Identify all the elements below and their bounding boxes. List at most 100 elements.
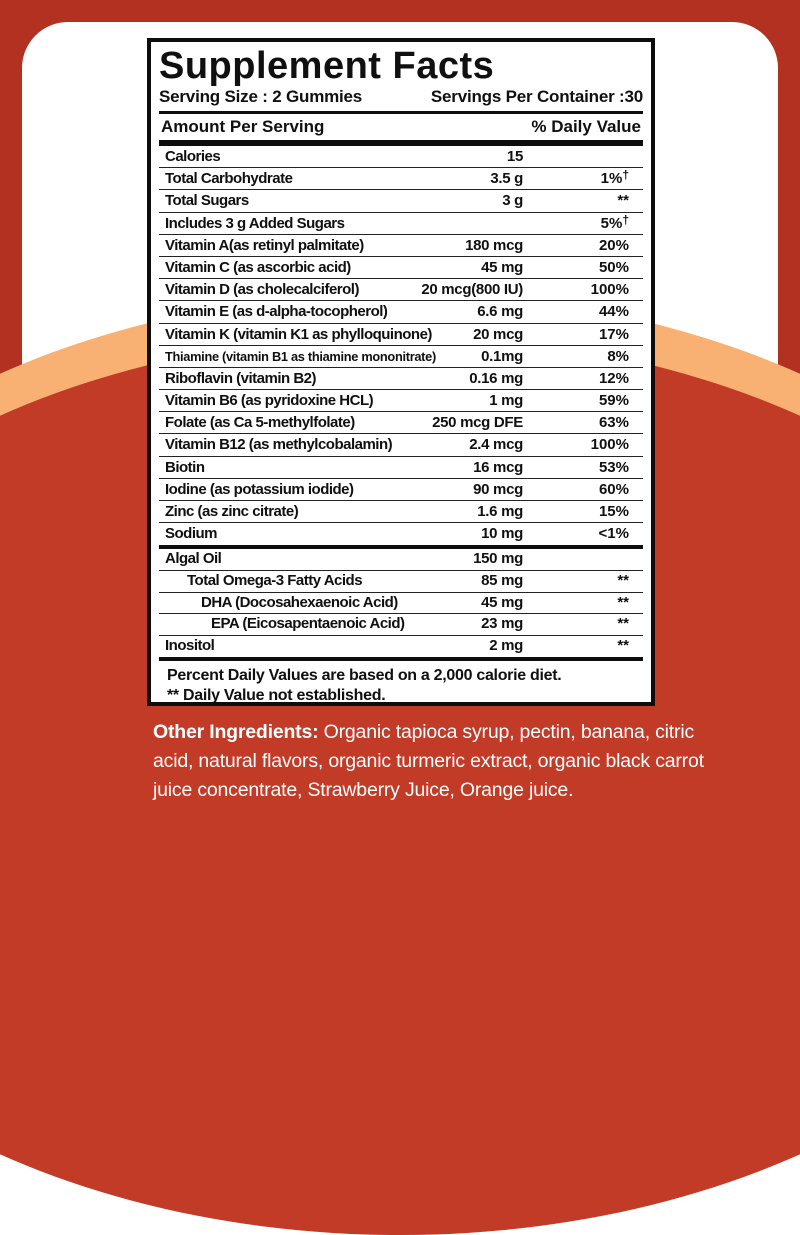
daily-value-text: 53% (598, 458, 629, 476)
daily-value-text: 63% (598, 414, 629, 432)
nutrient-daily-value: 100% (591, 434, 629, 455)
nutrient-daily-value: ** (617, 571, 629, 592)
daily-value-text: 100% (590, 281, 629, 299)
nutrient-amount: 45 mg (481, 258, 523, 276)
nutrient-daily-value: 53% (599, 457, 629, 478)
table-row: Calories 15 (159, 146, 643, 169)
nutrient-daily-value: 15% (599, 501, 629, 522)
nutrient-amount: 20 mcg (473, 325, 523, 343)
table-row: Includes 3 g Added Sugars 5%† (159, 213, 643, 235)
daily-value-text: 17% (598, 325, 629, 343)
daily-value-text: 60% (598, 480, 629, 498)
nutrient-daily-value: 1%† (601, 168, 629, 189)
servings-per-container-label: Servings Per Container :30 (430, 87, 643, 106)
other-ingredients-text: Organic tapioca syrup, pectin, banana, c… (153, 721, 704, 801)
table-row: Inositol 2 mg ** (159, 636, 643, 658)
other-ingredients-label: Other Ingredients: (153, 721, 319, 743)
nutrient-amount: 180 mcg (465, 236, 523, 254)
footnotes-block: Percent Daily Values are based on a 2,00… (159, 661, 643, 706)
table-row: Sodium 10 mg <1% (159, 523, 643, 545)
table-row: Biotin 16 mcg 53% (159, 457, 643, 479)
daily-value-text: <1% (598, 525, 629, 543)
nutrient-amount: 2 mg (489, 636, 523, 654)
nutrient-table-main: Calories 15 Total Carbohydrate 3.5 g 1%†… (159, 146, 643, 545)
nutrient-amount: 45 mg (481, 593, 523, 611)
daily-value-text: 50% (598, 258, 629, 276)
table-row: Folate (as Ca 5-methylfolate) 250 mcg DF… (159, 412, 643, 435)
nutrient-amount: 90 mcg (473, 480, 523, 498)
table-row: Riboflavin (vitamin B2) 0.16 mg 12% (159, 368, 643, 391)
nutrient-name: DHA (Docosahexaenoic Acid) (201, 593, 398, 611)
nutrient-daily-value: ** (617, 636, 629, 657)
table-row: Vitamin C (as ascorbic acid) 45 mg 50% (159, 257, 643, 280)
daily-value-text: 20% (598, 236, 629, 254)
nutrient-daily-value: <1% (599, 523, 629, 544)
table-row: Total Carbohydrate 3.5 g 1%† (159, 168, 643, 191)
nutrient-daily-value: ** (617, 593, 629, 614)
daily-value-text: 5% (600, 214, 623, 232)
table-row: DHA (Docosahexaenoic Acid) 45 mg ** (159, 593, 643, 615)
nutrient-name: Inositol (165, 636, 215, 654)
serving-size-label: Serving Size : 2 Gummies (159, 87, 363, 106)
nutrient-amount: 250 mcg DFE (432, 414, 523, 432)
nutrient-name: EPA (Eicosapentaenoic Acid) (211, 615, 405, 633)
nutrient-name: Vitamin D (as cholecalciferol) (165, 281, 359, 299)
daily-value-text: 59% (598, 392, 629, 410)
nutrient-name: Vitamin A(as retinyl palmitate) (165, 236, 364, 254)
nutrient-daily-value: ** (617, 614, 629, 635)
divider-section (159, 657, 643, 662)
column-header-amount-per-serving: Amount Per Serving (161, 117, 325, 136)
nutrient-name: Calories (165, 148, 221, 165)
daily-value-text: 100% (590, 436, 629, 454)
nutrient-amount: 15 (506, 148, 523, 165)
table-row: Vitamin K (vitamin K1 as phylloquinone) … (159, 324, 643, 346)
table-row: Zinc (as zinc citrate) 1.6 mg 15% (159, 501, 643, 524)
nutrient-name: Includes 3 g Added Sugars (165, 214, 345, 232)
table-row: EPA (Eicosapentaenoic Acid) 23 mg ** (159, 614, 643, 636)
nutrient-name: Vitamin C (as ascorbic acid) (165, 258, 351, 276)
nutrient-name: Sodium (165, 525, 218, 543)
nutrient-name: Vitamin K (vitamin K1 as phylloquinone) (165, 325, 432, 343)
table-row: Iodine (as potassium iodide) 90 mcg 60% (159, 479, 643, 501)
nutrient-table-omega-section: Algal Oil 150 mg Total Omega-3 Fatty Aci… (159, 549, 643, 657)
nutrient-amount: 16 mcg (473, 458, 523, 476)
nutrient-daily-value: 60% (599, 479, 629, 500)
nutrient-name: Folate (as Ca 5-methylfolate) (165, 414, 355, 432)
nutrient-name: Riboflavin (vitamin B2) (165, 369, 317, 387)
daily-value-text: 1% (600, 170, 623, 188)
table-row: Total Sugars 3 g ** (159, 190, 643, 213)
serving-info-row: Serving Size : 2 Gummies Servings Per Co… (159, 86, 643, 108)
nutrient-name: Iodine (as potassium iodide) (165, 480, 354, 498)
nutrient-name: Vitamin B12 (as methylcobalamin) (165, 436, 393, 454)
nutrient-amount: 3 g (502, 192, 523, 210)
footnote-daily-values: Percent Daily Values are based on a 2,00… (167, 667, 562, 685)
daily-value-text: 44% (598, 303, 629, 321)
nutrient-name: Vitamin E (as d-alpha-tocopherol) (165, 303, 388, 321)
nutrient-amount: 10 mg (481, 525, 523, 543)
nutrient-daily-value: 44% (599, 301, 629, 322)
table-row: Thiamine (vitamin B1 as thiamine mononit… (159, 346, 643, 368)
supplement-facts-panel: Supplement Facts Serving Size : 2 Gummie… (147, 38, 655, 706)
nutrient-name: Thiamine (vitamin B1 as thiamine mononit… (165, 348, 436, 364)
nutrient-name: Total Omega-3 Fatty Acids (187, 571, 363, 589)
nutrient-name: Biotin (165, 458, 205, 476)
nutrient-amount: 23 mg (481, 615, 523, 633)
daily-value-text: 8% (607, 347, 629, 365)
nutrient-amount: 20 mcg(800 IU) (421, 281, 523, 299)
nutrient-amount: 0.1mg (481, 347, 523, 365)
table-header-row: Amount Per Serving % Daily Value (159, 114, 643, 140)
daily-value-text: ** (617, 636, 629, 654)
nutrient-daily-value: ** (617, 190, 629, 211)
dagger-marker: † (622, 212, 629, 227)
nutrient-amount: 2.4 mcg (469, 436, 523, 454)
divider-thick (159, 140, 643, 146)
nutrient-daily-value: 100% (591, 279, 629, 300)
nutrient-daily-value: 17% (599, 324, 629, 345)
nutrient-name: Total Sugars (165, 192, 249, 210)
nutrient-amount: 150 mg (473, 550, 523, 568)
footnote-dv-not-established: ** Daily Value not established. (167, 687, 386, 705)
nutrient-name: Total Carbohydrate (165, 170, 293, 188)
table-row: Vitamin A(as retinyl palmitate) 180 mcg … (159, 235, 643, 257)
supplement-facts-title: Supplement Facts (159, 45, 495, 87)
nutrient-amount: 3.5 g (490, 170, 523, 188)
